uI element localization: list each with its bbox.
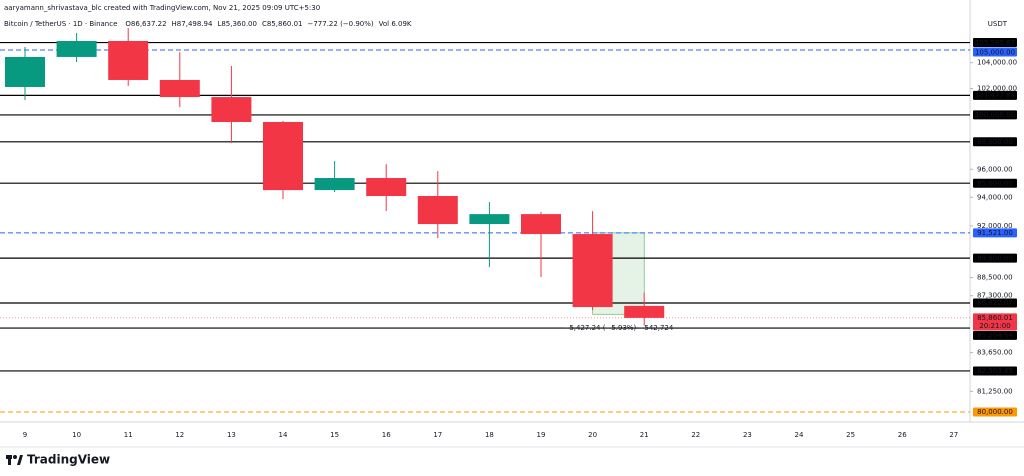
candle-body [108,40,149,80]
x-tick-label: 15 [330,431,339,439]
level-label-bg [973,137,1017,147]
countdown: 20:21:00 [979,322,1010,330]
quote-value: −777.22 (−0.90%) [307,20,373,28]
logo-icon [6,455,23,465]
y-tick-label: 83,650.00 [977,349,1013,357]
candle-body [366,178,407,197]
candle-body [521,214,561,235]
y-tick-label: 88,500.00 [977,274,1013,282]
y-tick-label: 104,000.00 [977,59,1017,67]
y-tick-label: 102,000.00 [977,85,1017,93]
candle-body [417,196,458,225]
quote-value: Vol 6.09K [379,20,412,28]
candle-body [56,40,97,57]
brand: TradingView [27,453,110,467]
x-tick-label: 25 [846,431,855,439]
x-tick-label: 14 [279,431,288,439]
level-label: 86,822.07 [977,299,1013,307]
level-label: 95,000.00 [977,179,1013,187]
y-unit: USDT [988,20,1008,28]
level-label-bg [973,330,1017,340]
plot-area: −5,427.24 (−5.93%) −542,724 [0,27,970,413]
candle-body [314,178,355,191]
quote-value: C85,860.01 [262,20,303,28]
level-label: 105,585.67 [975,39,1015,47]
candle-body [572,234,613,308]
x-tick-label: 27 [949,431,958,439]
level-label: 80,000.00 [977,408,1013,416]
x-tick-label: 19 [537,431,546,439]
level-label-bg [973,228,1017,238]
level-label-bg [973,38,1017,48]
x-tick-label: 21 [640,431,649,439]
candle-body [624,305,665,318]
x-tick-label: 16 [382,431,391,439]
x-tick-label: 24 [795,431,804,439]
x-tick-label: 9 [23,431,27,439]
x-tick-label: 26 [898,431,907,439]
current-price-bg [973,313,1017,331]
candle-body [159,79,200,98]
level-label: 89,800.00 [977,254,1013,262]
x-tick-label: 20 [588,431,597,439]
quote-value: L85,360.00 [217,20,257,28]
current-price-label: 85,860.01 [977,314,1013,322]
y-tick-label: 92,000.00 [977,222,1013,230]
level-label-bg [973,366,1017,376]
x-tick-label: 12 [175,431,184,439]
y-tick-label: 94,000.00 [977,193,1013,201]
level-label-bg [973,407,1017,417]
level-label: 100,000.00 [975,111,1015,119]
x-tick-label: 17 [433,431,442,439]
symbol: Bitcoin / TetherUS · 1D · Binance [4,20,117,28]
x-tick-label: 23 [743,431,752,439]
candle-body [263,121,303,191]
level-label: 91,521.00 [977,229,1013,237]
x-tick-label: 13 [227,431,236,439]
credit: aaryamann_shrivastava_blc created with T… [4,4,320,12]
y-tick-label: 87,300.00 [977,292,1013,300]
quote-value: O86,637.22 [125,20,166,28]
y-tick-label: 81,250.00 [977,387,1013,395]
candle-body [5,56,45,87]
level-label: 105,000.00 [975,48,1015,56]
level-label-bg [973,298,1017,308]
quote-value: H87,498.94 [172,20,213,28]
level-label-bg [973,178,1017,188]
candle-body [211,97,252,122]
measure-label: −5,427.24 (−5.93%) −542,724 [563,324,673,332]
level-label-bg [973,47,1017,57]
x-tick-label: 22 [691,431,700,439]
price-axis: 104,000.00 102,000.00 96,000.00 94,000.00 92… [970,38,1017,417]
level-label: 98,000.00 [977,138,1013,146]
x-tick-label: 18 [485,431,494,439]
level-label: 101,477.83 [975,92,1015,100]
y-tick-label: 96,000.00 [977,165,1013,173]
level-label-bg [973,90,1017,100]
level-label-bg [973,110,1017,120]
x-tick-label: 10 [72,431,81,439]
level-label-bg [973,253,1017,263]
x-tick-label: 11 [124,431,133,439]
level-label: 85,204.54 [977,332,1013,340]
candle-body [469,214,510,225]
level-label: 82,503.45 [977,367,1013,375]
